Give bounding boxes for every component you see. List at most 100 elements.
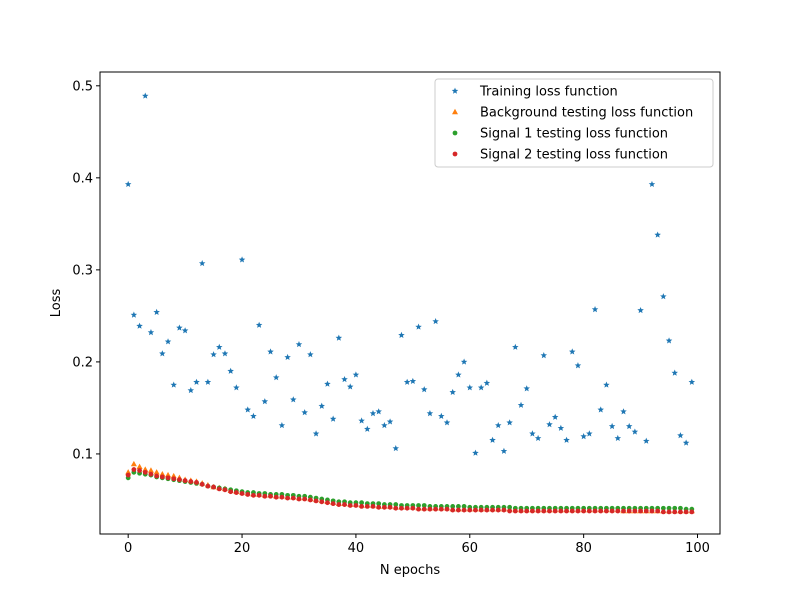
data-point [643, 508, 649, 514]
data-point [170, 381, 177, 388]
data-point [672, 505, 678, 511]
data-point [473, 507, 478, 513]
data-point [551, 413, 559, 420]
data-point [381, 504, 387, 510]
data-point [148, 471, 154, 477]
data-point [569, 348, 576, 355]
data-point [273, 494, 279, 500]
data-point [631, 428, 639, 435]
data-point [324, 380, 331, 387]
legend-marker [451, 87, 459, 94]
data-point [364, 503, 370, 509]
data-point [142, 92, 149, 99]
data-point [678, 509, 683, 515]
data-point [233, 384, 240, 391]
data-point [210, 351, 217, 358]
data-point [500, 447, 508, 454]
data-point [393, 502, 399, 507]
data-point [460, 358, 468, 365]
data-point [136, 322, 143, 329]
data-point [426, 410, 434, 417]
data-point [165, 471, 172, 478]
data-point [541, 508, 547, 514]
data-point [159, 470, 166, 477]
data-point [268, 493, 273, 499]
data-point [523, 385, 530, 392]
data-point [586, 508, 592, 514]
legend-label: Signal 2 testing loss function [480, 148, 668, 163]
data-point [125, 472, 131, 478]
data-point [205, 483, 211, 489]
data-point [216, 343, 223, 350]
data-point [182, 478, 188, 484]
data-point [171, 476, 177, 482]
data-point [318, 402, 325, 409]
data-point [517, 401, 525, 408]
data-point [325, 500, 330, 506]
data-point [222, 487, 228, 493]
data-point [211, 484, 216, 490]
data-point [632, 508, 638, 514]
data-point [238, 256, 246, 263]
data-point [290, 495, 296, 501]
data-point [346, 383, 354, 390]
data-point [534, 434, 542, 442]
data-point [416, 503, 421, 508]
y-axis-label: Loss [49, 289, 64, 318]
data-point [398, 331, 405, 338]
data-point [421, 503, 427, 508]
data-point [290, 396, 297, 403]
data-point [438, 506, 444, 512]
data-point [643, 437, 650, 444]
data-point [278, 422, 286, 429]
data-point [250, 412, 257, 419]
data-point [307, 497, 313, 503]
data-point [256, 492, 262, 498]
data-point [216, 486, 222, 492]
data-point [483, 379, 491, 386]
data-point [564, 508, 569, 514]
data-point [272, 374, 280, 381]
data-point [688, 378, 696, 385]
data-point [609, 508, 615, 514]
data-point [467, 507, 473, 513]
data-point [678, 505, 683, 511]
data-point [199, 481, 205, 487]
data-point [620, 408, 627, 415]
data-point [392, 445, 399, 452]
data-point [524, 508, 530, 514]
data-point [558, 508, 564, 514]
data-point [130, 311, 138, 318]
data-point [449, 388, 456, 396]
axes-frame [99, 71, 721, 535]
data-point [580, 433, 587, 440]
data-point [530, 508, 535, 514]
data-point [130, 460, 137, 467]
data-point [285, 495, 290, 501]
data-point [438, 412, 445, 419]
data-point [603, 381, 610, 388]
data-point [244, 406, 251, 413]
y-tick-label: 0.4 [72, 171, 93, 186]
data-point [444, 506, 450, 512]
data-point [666, 505, 672, 511]
data-point [512, 343, 519, 350]
series-4 [125, 467, 695, 515]
data-point [307, 351, 314, 358]
legend-marker [452, 108, 458, 115]
data-point [194, 480, 199, 485]
data-point [147, 467, 154, 473]
data-point [427, 506, 433, 512]
data-point [604, 508, 609, 514]
data-point [124, 180, 132, 188]
data-point [563, 436, 570, 443]
legend-label: Signal 1 testing loss function [480, 127, 668, 142]
data-point [125, 469, 132, 475]
y-tick-label: 0.1 [72, 447, 93, 462]
data-point [638, 508, 643, 514]
data-point [313, 498, 319, 504]
data-point [432, 318, 439, 325]
data-point [267, 348, 274, 355]
data-point [455, 371, 462, 378]
